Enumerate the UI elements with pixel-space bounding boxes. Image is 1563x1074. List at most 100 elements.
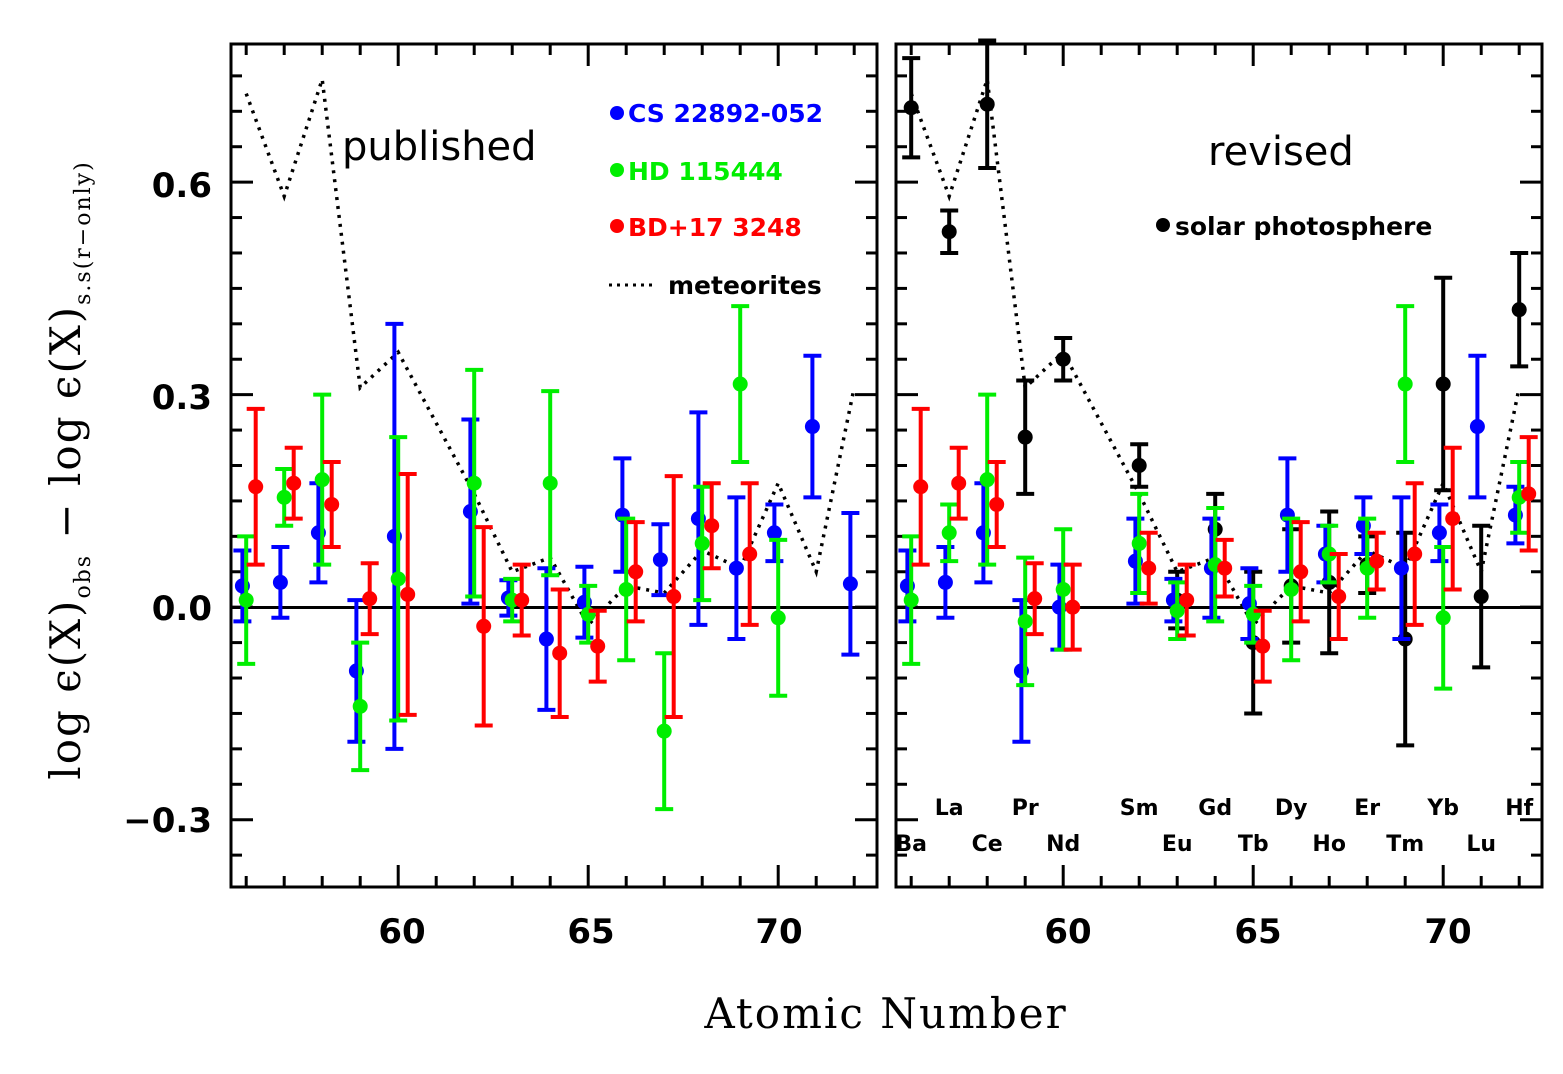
- legend-label-bd: BD+17 3248: [628, 213, 802, 242]
- data-point: [238, 592, 254, 608]
- revised-title: revised: [1208, 129, 1354, 175]
- legend-label-solar: solar photosphere: [1175, 212, 1432, 241]
- revised-point-bd-17-3248: [1177, 562, 1196, 638]
- revised-point-solar-photosphere: [1016, 378, 1035, 496]
- data-point: [1331, 589, 1347, 605]
- y-axis-title-sub-obs: obs: [71, 554, 96, 599]
- published-point-hd-115444: [769, 537, 788, 698]
- element-label-gd: Gd: [1198, 796, 1232, 821]
- published-point-bd-17-3248: [626, 520, 645, 624]
- published-point-hd-115444: [655, 651, 674, 812]
- data-point: [362, 591, 378, 607]
- data-point: [248, 479, 264, 495]
- revised-point-bd-17-3248: [911, 406, 930, 567]
- data-point: [1065, 599, 1081, 615]
- revised-point-solar-photosphere: [1472, 523, 1491, 670]
- revised-point-bd-17-3248: [1291, 520, 1310, 624]
- data-point: [314, 472, 330, 488]
- y-axis-title: log ϵ(X)obs − log ϵ(X)s.s(r−only): [41, 160, 96, 779]
- x-tick-label-70-left: 70: [755, 912, 802, 952]
- data-point: [1131, 458, 1147, 473]
- data-point: [742, 546, 758, 562]
- published-point-bd-17-3248: [360, 561, 379, 637]
- y-axis-title-sub-ss: s.s(r−only): [71, 160, 96, 305]
- data-point: [324, 496, 340, 512]
- published-point-cs-22892-052: [613, 456, 632, 574]
- data-point: [1435, 610, 1451, 626]
- revised-point-bd-17-3248: [1367, 530, 1386, 592]
- revised-point-cs-22892-052: [1240, 566, 1259, 642]
- element-label-pr: Pr: [1012, 796, 1039, 821]
- data-point: [1055, 351, 1071, 367]
- data-point: [913, 479, 929, 495]
- published-point-cs-22892-052: [271, 544, 290, 620]
- revised-point-hd-115444: [1434, 544, 1453, 691]
- x-axis-title: Atomic Number: [703, 989, 1067, 1038]
- published-point-bd-17-3248: [284, 445, 303, 521]
- data-point: [1141, 560, 1157, 576]
- data-point: [352, 698, 368, 714]
- data-point: [286, 475, 302, 491]
- y-tick-label-0.3: 0.3: [152, 378, 212, 418]
- revised-point-bd-17-3248: [1063, 562, 1082, 652]
- data-point: [590, 638, 606, 654]
- published-point-cs-22892-052: [537, 566, 556, 712]
- element-label-sm: Sm: [1120, 796, 1159, 821]
- revised-point-hd-115444: [1016, 555, 1035, 688]
- data-point: [1369, 553, 1385, 569]
- data-point: [1255, 638, 1271, 654]
- y-axis-title-mid: − log ϵ(X): [41, 305, 90, 554]
- revised-point-bd-17-3248: [1519, 435, 1538, 553]
- data-point: [400, 586, 416, 602]
- revised-point-hd-115444: [1320, 523, 1339, 585]
- y-tick-label-0.6: 0.6: [152, 166, 212, 206]
- published-point-hd-115444: [541, 389, 560, 578]
- revised-point-hd-115444: [1054, 527, 1073, 652]
- data-point: [1169, 603, 1185, 619]
- data-point: [628, 564, 644, 580]
- revised-point-hd-115444: [902, 534, 921, 666]
- data-point: [1217, 560, 1233, 576]
- data-point: [272, 574, 288, 590]
- element-label-tm: Tm: [1386, 832, 1424, 857]
- element-label-yb: Yb: [1426, 796, 1459, 821]
- legend-label-meteorites: meteorites: [668, 271, 822, 300]
- revised-point-hd-115444: [940, 502, 959, 564]
- data-point: [1055, 581, 1071, 597]
- data-point: [656, 723, 672, 739]
- legend-label-hd: HD 115444: [628, 157, 783, 186]
- x-tick-label-65-left: 65: [567, 912, 614, 952]
- element-label-ba: Ba: [895, 832, 927, 857]
- published-point-cs-22892-052: [347, 598, 366, 744]
- published-point-hd-115444: [389, 435, 408, 723]
- data-point: [476, 618, 492, 634]
- published-point-hd-115444: [731, 304, 750, 464]
- data-point: [618, 581, 634, 597]
- data-point: [989, 496, 1005, 512]
- published-point-cs-22892-052: [233, 548, 252, 624]
- y-tick-label-0.0: 0.0: [152, 589, 212, 629]
- data-point: [1397, 376, 1413, 392]
- revised-point-solar-photosphere: [1434, 275, 1453, 493]
- revised-point-hd-115444: [1282, 516, 1301, 663]
- element-label-lu: Lu: [1466, 832, 1496, 857]
- data-point: [951, 475, 967, 491]
- published-point-cs-22892-052: [727, 495, 746, 642]
- published-point-hd-115444: [693, 484, 712, 603]
- published-marks: [233, 78, 860, 812]
- revised-point-solar-photosphere: [940, 208, 959, 255]
- data-point: [903, 100, 919, 116]
- data-point: [1017, 613, 1033, 629]
- data-point: [538, 631, 554, 647]
- element-label-dy: Dy: [1275, 796, 1308, 821]
- x-tick-label-70-right: 70: [1424, 912, 1471, 952]
- revised-point-solar-photosphere: [1130, 442, 1149, 489]
- published-point-bd-17-3248: [702, 481, 721, 571]
- data-point: [1131, 535, 1147, 551]
- published-point-cs-22892-052: [841, 510, 860, 657]
- published-title: published: [342, 124, 537, 170]
- data-point: [941, 224, 957, 240]
- published-point-bd-17-3248: [512, 562, 531, 638]
- revised-panel: revised solar photosphere Ba La Ce Pr Nd SmEu…: [894, 38, 1544, 889]
